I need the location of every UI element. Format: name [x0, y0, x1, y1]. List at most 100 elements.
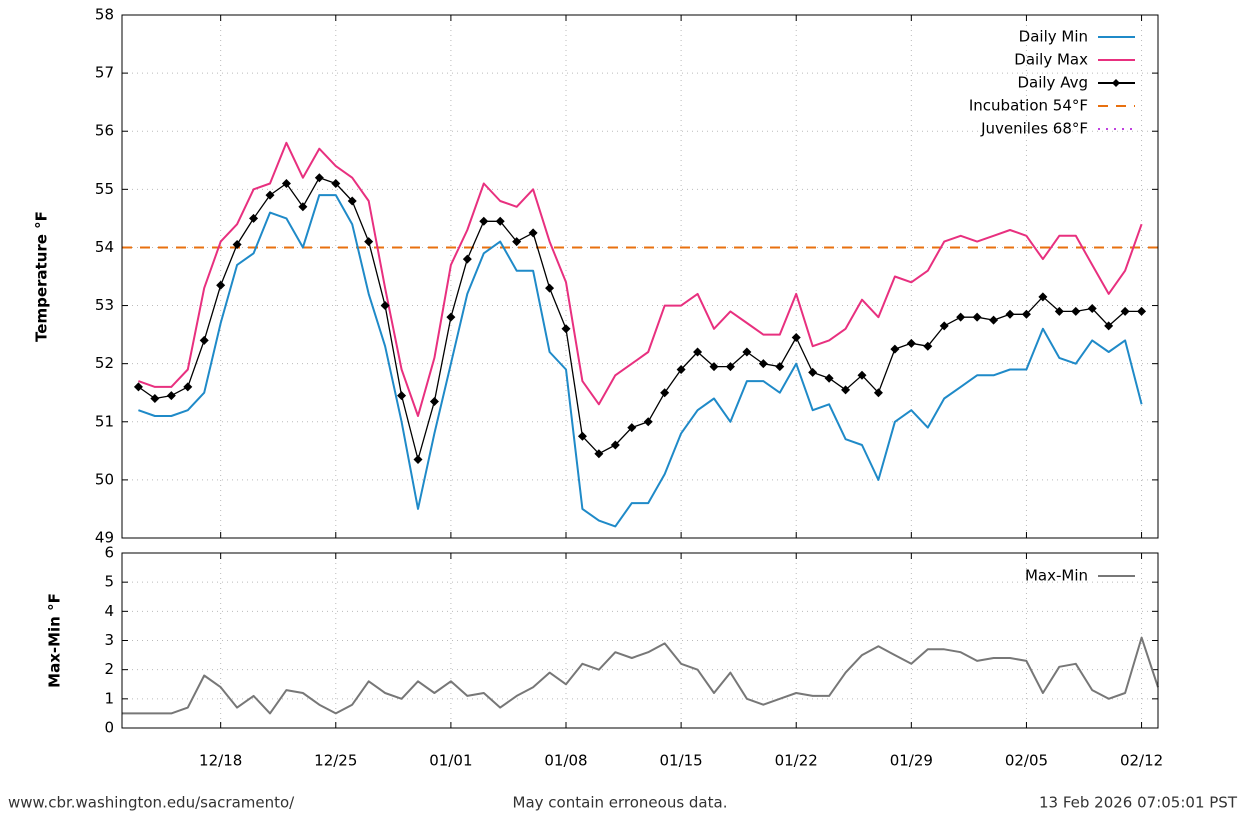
footer-timestamp: 13 Feb 2026 07:05:01 PST — [1039, 794, 1238, 812]
y-tick-label: 55 — [95, 180, 114, 198]
legend-label: Daily Min — [1019, 28, 1088, 46]
data-point — [775, 362, 785, 372]
data-point — [676, 364, 686, 374]
data-point — [1104, 321, 1114, 331]
y-axis-label: Temperature °F — [33, 211, 51, 342]
series-line — [138, 141, 1143, 417]
y-tick-label: 58 — [95, 6, 114, 24]
data-point — [1038, 292, 1048, 302]
y-tick-label: 0 — [104, 719, 114, 737]
data-point — [133, 382, 143, 392]
data-point — [808, 367, 818, 377]
data-point — [873, 388, 883, 398]
data-point — [512, 237, 522, 247]
y-tick-label: 54 — [95, 238, 114, 256]
data-point — [216, 280, 226, 290]
data-point — [923, 341, 933, 351]
y-tick-label: 50 — [95, 470, 114, 488]
data-point — [331, 179, 341, 189]
y-tick-label: 3 — [104, 631, 114, 649]
data-point — [166, 391, 176, 401]
data-point — [989, 315, 999, 325]
data-point — [364, 237, 374, 247]
y-tick-label: 1 — [104, 689, 114, 707]
x-tick-label: 01/08 — [544, 752, 587, 770]
data-point — [824, 373, 834, 383]
legend-label: Daily Avg — [1017, 74, 1088, 92]
data-point — [660, 388, 670, 398]
data-point — [528, 228, 538, 238]
y-tick-label: 51 — [95, 412, 114, 430]
data-point — [1005, 309, 1015, 319]
data-point — [413, 455, 423, 465]
data-point — [742, 347, 752, 357]
data-point — [709, 362, 719, 372]
legend-marker — [1112, 79, 1120, 87]
y-tick-label: 53 — [95, 296, 114, 314]
x-tick-label: 02/05 — [1005, 752, 1048, 770]
x-tick-label: 01/01 — [429, 752, 472, 770]
data-point — [758, 359, 768, 369]
data-point — [1054, 306, 1064, 316]
legend-label: Daily Max — [1014, 51, 1088, 69]
y-axis-label: Max-Min °F — [46, 593, 64, 688]
data-point — [1071, 306, 1081, 316]
footer-source: www.cbr.washington.edu/sacramento/ — [8, 794, 295, 812]
data-point — [906, 338, 916, 348]
data-point — [281, 179, 291, 189]
data-point — [857, 370, 867, 380]
data-point — [693, 347, 703, 357]
data-point — [347, 196, 357, 206]
data-point — [643, 417, 653, 427]
data-point — [446, 312, 456, 322]
data-point — [1087, 303, 1097, 313]
data-point — [577, 431, 587, 441]
data-point — [298, 202, 308, 212]
data-point — [561, 324, 571, 334]
data-point — [495, 216, 505, 226]
data-point — [791, 333, 801, 343]
y-tick-label: 56 — [95, 122, 114, 140]
plot-frame — [121, 14, 1159, 539]
data-point — [1120, 306, 1130, 316]
data-point — [397, 391, 407, 401]
data-point — [265, 190, 275, 200]
x-tick-label: 12/18 — [199, 752, 242, 770]
data-point — [890, 344, 900, 354]
data-point — [610, 440, 620, 450]
data-point — [545, 283, 555, 293]
data-point — [1021, 309, 1031, 319]
data-point — [183, 382, 193, 392]
data-point — [725, 362, 735, 372]
x-tick-label: 02/12 — [1120, 752, 1163, 770]
data-point — [249, 213, 259, 223]
data-point — [462, 254, 472, 264]
data-point — [150, 394, 160, 404]
legend-label: Max-Min — [1025, 567, 1088, 585]
data-point — [972, 312, 982, 322]
data-point — [199, 335, 209, 345]
data-point — [627, 423, 637, 433]
x-tick-label: 01/15 — [659, 752, 702, 770]
data-point — [429, 396, 439, 406]
x-tick-label: 01/29 — [890, 752, 933, 770]
plot-frame — [121, 552, 1159, 729]
y-tick-label: 52 — [95, 354, 114, 372]
data-point — [1137, 306, 1147, 316]
y-tick-label: 4 — [104, 602, 114, 620]
data-point — [956, 312, 966, 322]
x-tick-label: 12/25 — [314, 752, 357, 770]
series-line — [138, 194, 1143, 528]
y-tick-label: 2 — [104, 660, 114, 678]
data-point — [232, 240, 242, 250]
y-tick-label: 5 — [104, 573, 114, 591]
y-tick-label: 6 — [104, 544, 114, 562]
data-point — [939, 321, 949, 331]
legend-label: Juveniles 68°F — [980, 120, 1088, 138]
data-point — [314, 173, 324, 183]
data-point — [479, 216, 489, 226]
series-line — [122, 636, 1159, 715]
footer-note: May contain erroneous data. — [513, 794, 728, 812]
data-point — [380, 301, 390, 311]
